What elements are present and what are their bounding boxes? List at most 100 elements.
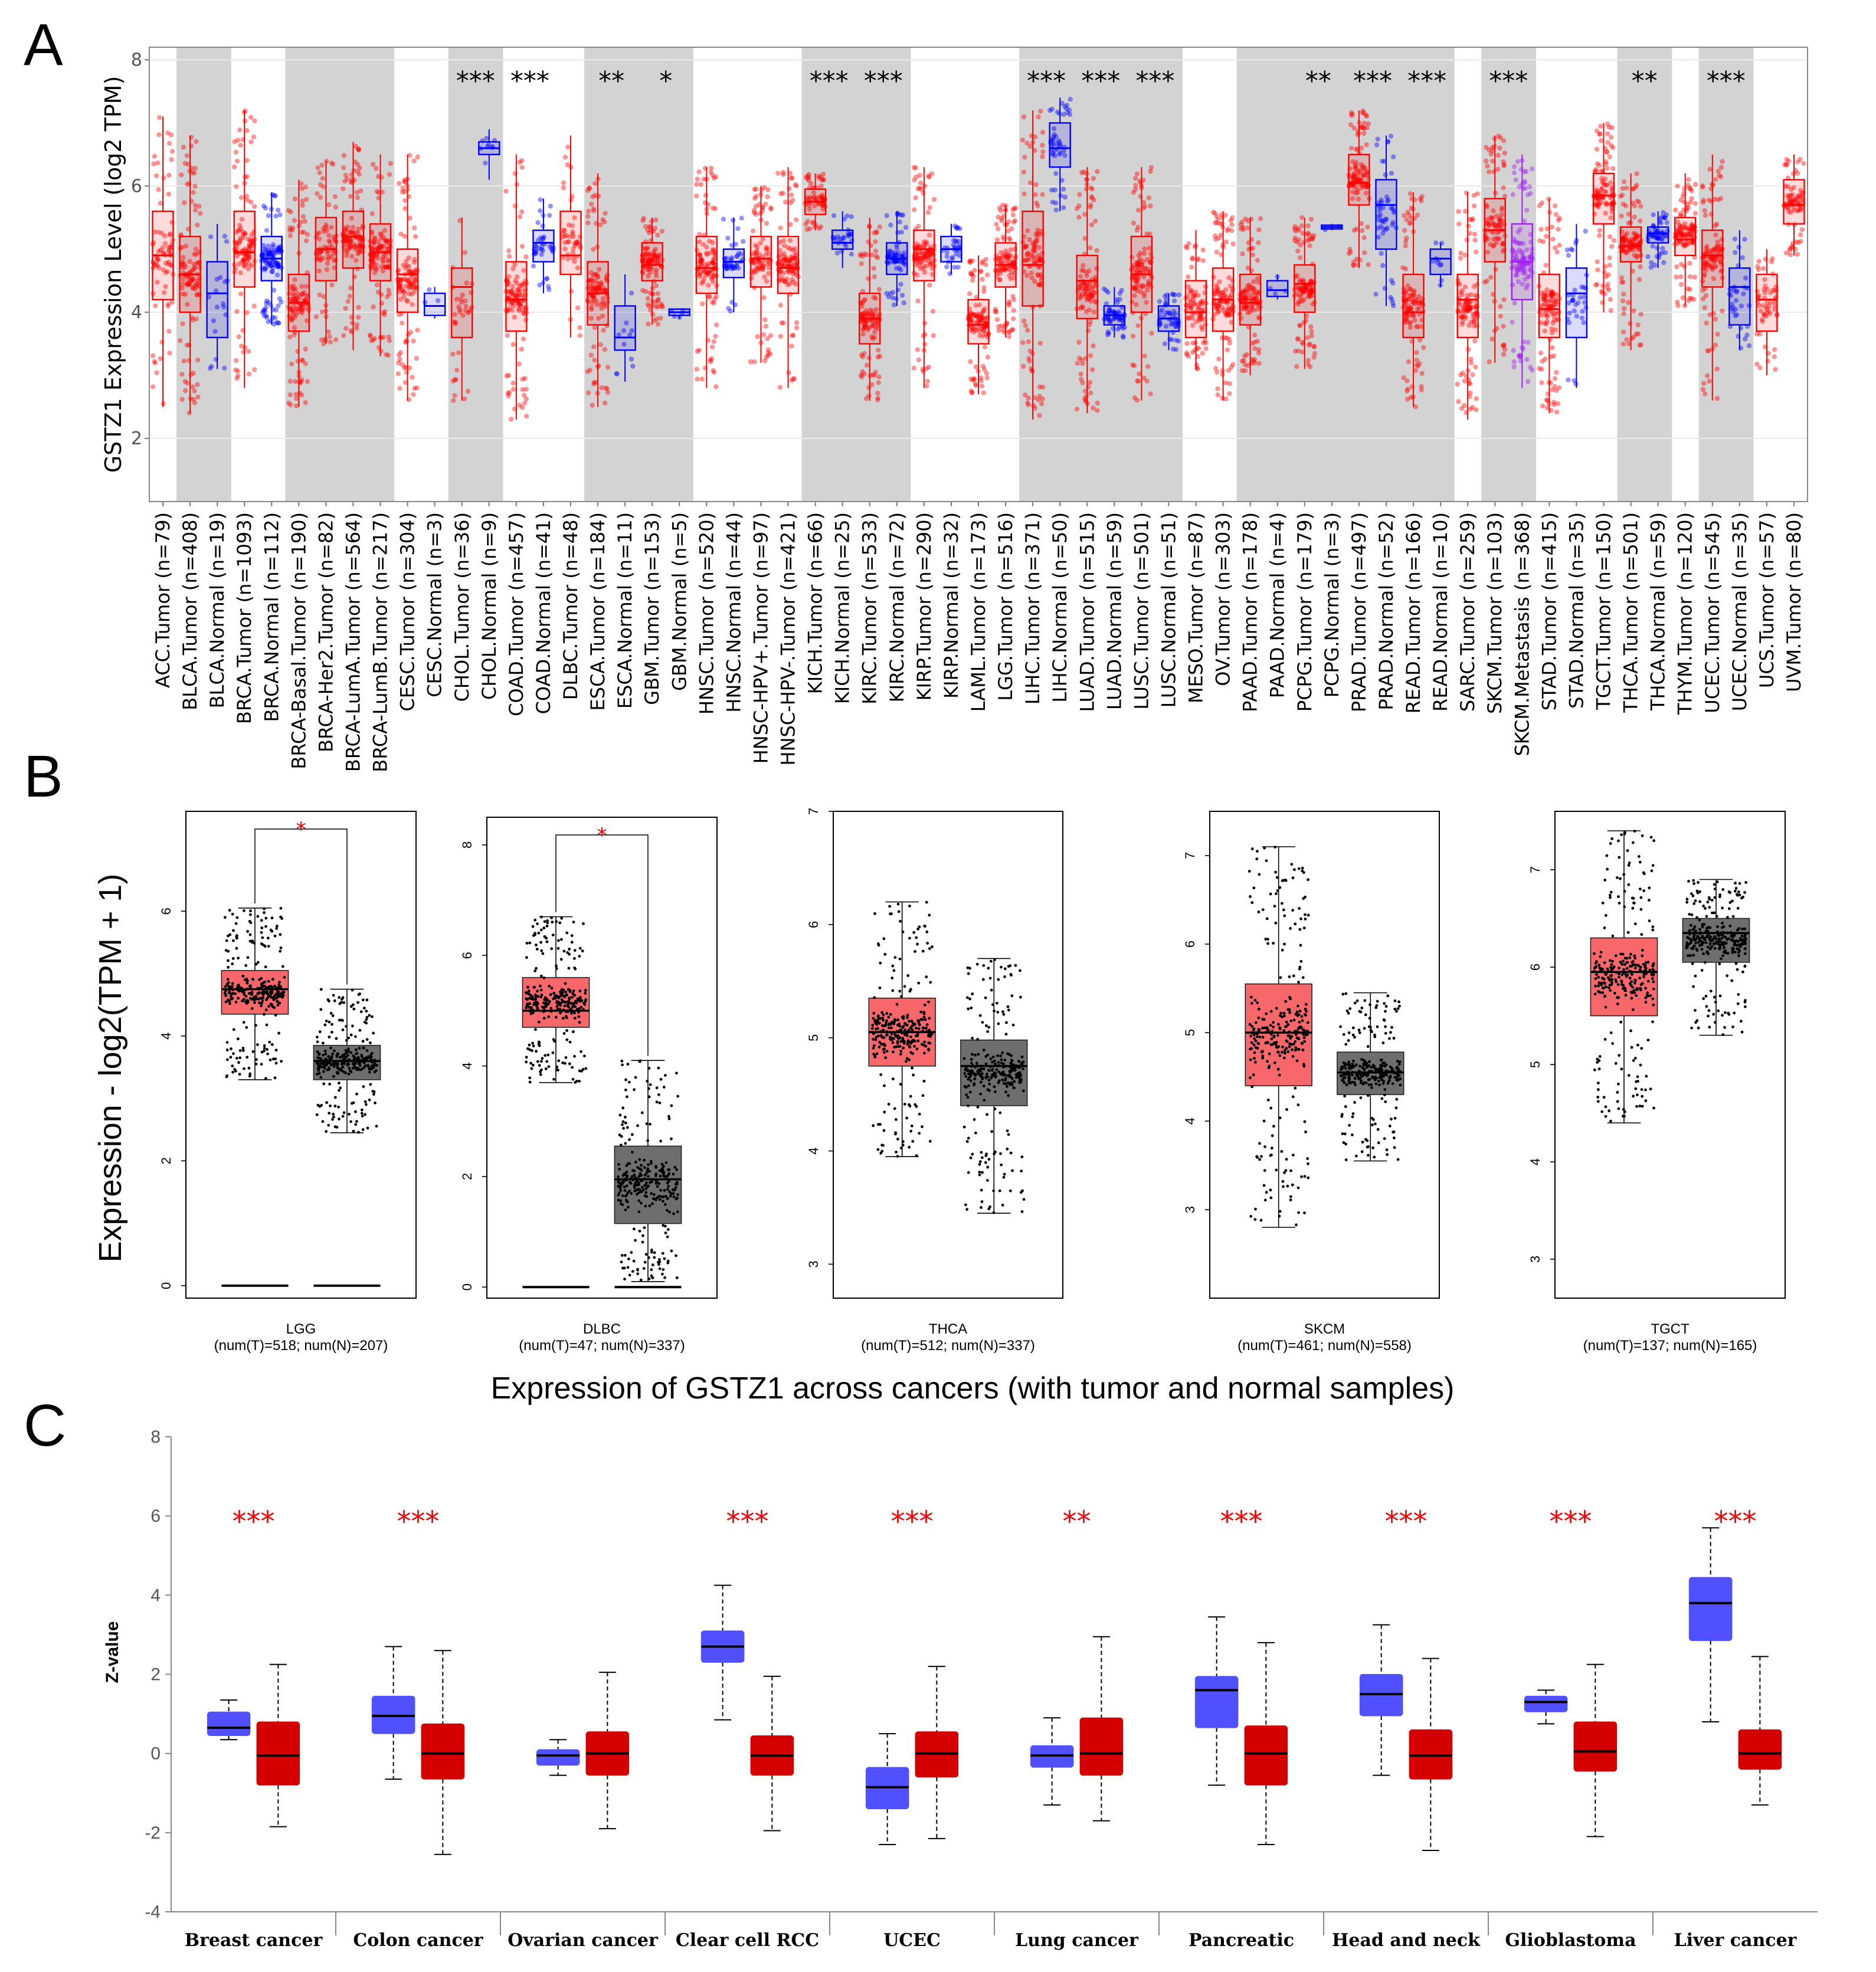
panel-a-point [592, 325, 597, 330]
panel-a-point [1433, 240, 1439, 245]
panel-a-point [1144, 378, 1150, 384]
panel-a-point [249, 263, 254, 268]
panel-a-point [1145, 364, 1151, 369]
panel-a-point [1595, 281, 1600, 287]
panel-a-point [300, 291, 305, 297]
panel-a-point [318, 257, 323, 262]
panel-a-point [931, 196, 937, 202]
panel-a-point [235, 368, 241, 374]
panel-a-point [891, 302, 897, 307]
panel-a-point [270, 262, 276, 268]
panel-a-point [189, 315, 195, 320]
panel-a-point [649, 257, 655, 263]
panel-a-point [1224, 335, 1230, 341]
panel-a-point [378, 243, 383, 248]
panel-a-point [300, 214, 306, 220]
panel-a-point [1605, 121, 1610, 127]
panel-a-point [288, 402, 293, 408]
panel-a-point [1200, 247, 1206, 253]
panel-a-point [341, 186, 346, 192]
panel-a-point [1144, 231, 1150, 237]
panel-a-point [575, 305, 581, 310]
panel-a-point [287, 392, 293, 398]
panel-a-point [1020, 137, 1026, 143]
panel-a-point [293, 312, 299, 318]
panel-a-point [452, 393, 457, 398]
panel-a-point [1713, 223, 1718, 228]
panel-a-point [382, 312, 387, 317]
panel-a-point [1632, 203, 1638, 208]
panel-a-point [397, 357, 402, 362]
panel-a-point [290, 291, 296, 297]
panel-a-point [592, 279, 598, 284]
panel-a-point [751, 228, 756, 234]
panel-a-point [944, 264, 950, 270]
panel-a-point [1021, 169, 1027, 175]
panel-a-point [1190, 349, 1196, 355]
panel-a-point [1687, 274, 1693, 280]
panel-a-point [1076, 340, 1082, 345]
panel-a-point [1700, 386, 1706, 392]
panel-a-point [248, 139, 254, 145]
panel-a-point [163, 270, 169, 276]
panel-a-point [1212, 211, 1218, 216]
panel-a-point [292, 303, 297, 309]
panel-a-point [243, 231, 248, 236]
panel-a-point [755, 334, 760, 339]
panel-a-point [385, 352, 391, 358]
panel-a-point [179, 397, 185, 402]
panel-a-point [695, 376, 700, 382]
panel-a-point [1040, 149, 1046, 155]
panel-a-point [273, 315, 278, 320]
panel-a-point [1134, 227, 1140, 233]
panel-a-point [656, 297, 662, 302]
panel-a-point [523, 254, 529, 260]
panel-a-point [407, 284, 412, 289]
panel-a-point [1348, 122, 1354, 127]
panel-a-point [354, 326, 359, 331]
panel-a-point [292, 287, 297, 293]
panel-a-point [1295, 336, 1300, 342]
panel-a-point [303, 361, 308, 366]
panel-a-point [627, 332, 633, 338]
panel-a-point [1227, 381, 1233, 386]
panel-a-point [214, 277, 220, 282]
panel-a-point [1297, 323, 1302, 328]
panel-a-point [1250, 252, 1255, 258]
panel-a-point [371, 337, 376, 342]
panel-a-point [276, 207, 281, 213]
panel-a-point [510, 266, 516, 271]
panel-a-point [382, 309, 388, 315]
panel-a-point [570, 255, 575, 261]
panel-a-point [657, 252, 663, 257]
panel-a-point [762, 358, 768, 363]
panel-a-point [520, 310, 526, 316]
panel-a-point [294, 306, 300, 312]
panel-a-point [1655, 245, 1660, 251]
panel-a-point [1692, 274, 1697, 280]
panel-a-point [520, 307, 525, 313]
panel-a-point [376, 244, 382, 250]
panel-a-point [264, 301, 269, 306]
panel-a-point [564, 233, 569, 238]
panel-a-point [319, 162, 325, 168]
panel-a-point [603, 303, 608, 309]
panel-a-point [1219, 215, 1225, 221]
panel-a-point [371, 253, 376, 258]
panel-a-point [533, 243, 538, 248]
panel-a-point [375, 239, 381, 244]
panel-a-point [1142, 353, 1147, 359]
panel-a-point [597, 286, 602, 291]
panel-a-point [514, 293, 519, 299]
panel-a-point [1121, 335, 1126, 340]
panel-a-point [1223, 397, 1229, 402]
panel-a-point [659, 228, 665, 234]
panel-a-point [590, 300, 595, 306]
panel-a-point [1408, 220, 1414, 225]
panel-a-point [241, 349, 246, 355]
panel-a-point [510, 293, 516, 299]
panel-a-point [276, 248, 281, 253]
panel-a-point [1203, 346, 1209, 351]
panel-a-point [1078, 371, 1083, 377]
panel-a-point [166, 248, 171, 254]
